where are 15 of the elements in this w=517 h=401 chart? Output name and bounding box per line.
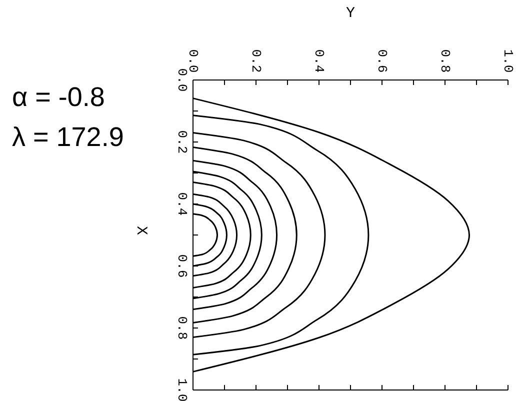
- x-tick-label: 0.4: [312, 49, 326, 73]
- y-axis-title: X: [132, 226, 150, 235]
- x-tick-label: 1.0: [500, 49, 516, 73]
- x-tick-label: 0.2: [248, 49, 264, 73]
- x-tick-label: 0.8: [438, 49, 452, 73]
- y-tick-label: 0.0: [174, 68, 190, 92]
- text: α = -0.8: [12, 82, 105, 113]
- y-tick-label: 0.2: [174, 130, 190, 154]
- text: λ = 172.9: [12, 122, 124, 153]
- x-tick-label: 0.6: [374, 49, 390, 73]
- y-tick-label: 0.8: [174, 316, 190, 340]
- y-tick-label: 0.6: [174, 254, 190, 278]
- y-tick-label: 1.0: [174, 378, 190, 401]
- y-tick-label: 0.4: [174, 192, 190, 216]
- x-axis-title: Y: [346, 5, 356, 22]
